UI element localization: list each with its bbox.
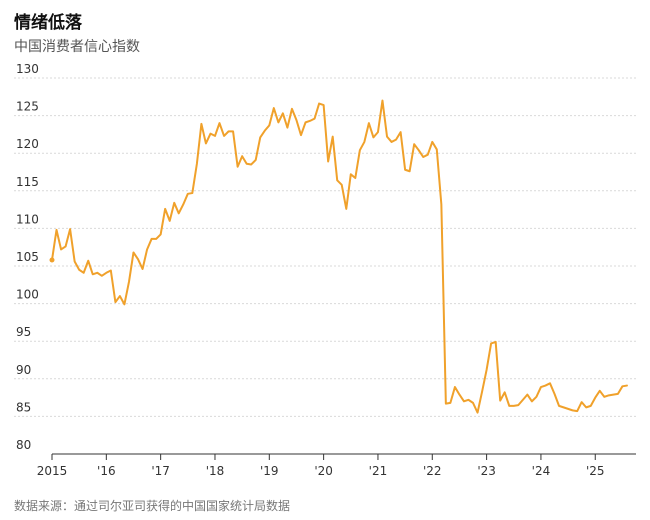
x-tick-label: '19 (260, 464, 279, 478)
x-tick-label: '20 (314, 464, 333, 478)
chart-subtitle: 中国消费者信心指数 (14, 39, 140, 55)
x-tick-label: '24 (532, 464, 551, 478)
x-tick-label: '18 (206, 464, 225, 478)
y-tick-label: 130 (16, 62, 39, 76)
x-tick-label: '21 (369, 464, 388, 478)
y-tick-label: 110 (16, 212, 39, 226)
source-note: 数据来源：通过司尔亚司获得的中国国家统计局数据 (14, 499, 291, 513)
y-tick-label: 80 (16, 438, 31, 452)
y-tick-label: 115 (16, 175, 39, 189)
x-tick-label: 2015 (37, 464, 68, 478)
y-tick-label: 120 (16, 137, 39, 151)
series-line (51, 99, 628, 414)
data-point (49, 257, 55, 263)
x-tick-label: '25 (586, 464, 605, 478)
y-tick-label: 100 (16, 288, 39, 302)
x-tick-label: '16 (97, 464, 116, 478)
y-tick-label: 95 (16, 325, 31, 339)
y-tick-label: 90 (16, 363, 31, 377)
x-tick-label: '22 (423, 464, 442, 478)
y-tick-label: 125 (16, 100, 39, 114)
grid-layer: 80 85 90 95 100 105 110 115 120 125 130 (14, 62, 636, 452)
y-tick-label: 85 (16, 400, 31, 414)
y-tick-label: 105 (16, 250, 39, 264)
x-tick-label: '23 (477, 464, 496, 478)
x-tick-label: '17 (151, 464, 170, 478)
x-axis: 2015 '16 '17 '18 '19 '20 '21 '22 '23 '24 '25 (37, 453, 636, 478)
chart-title: 情绪低落 (14, 13, 82, 33)
series-layer (49, 99, 628, 414)
